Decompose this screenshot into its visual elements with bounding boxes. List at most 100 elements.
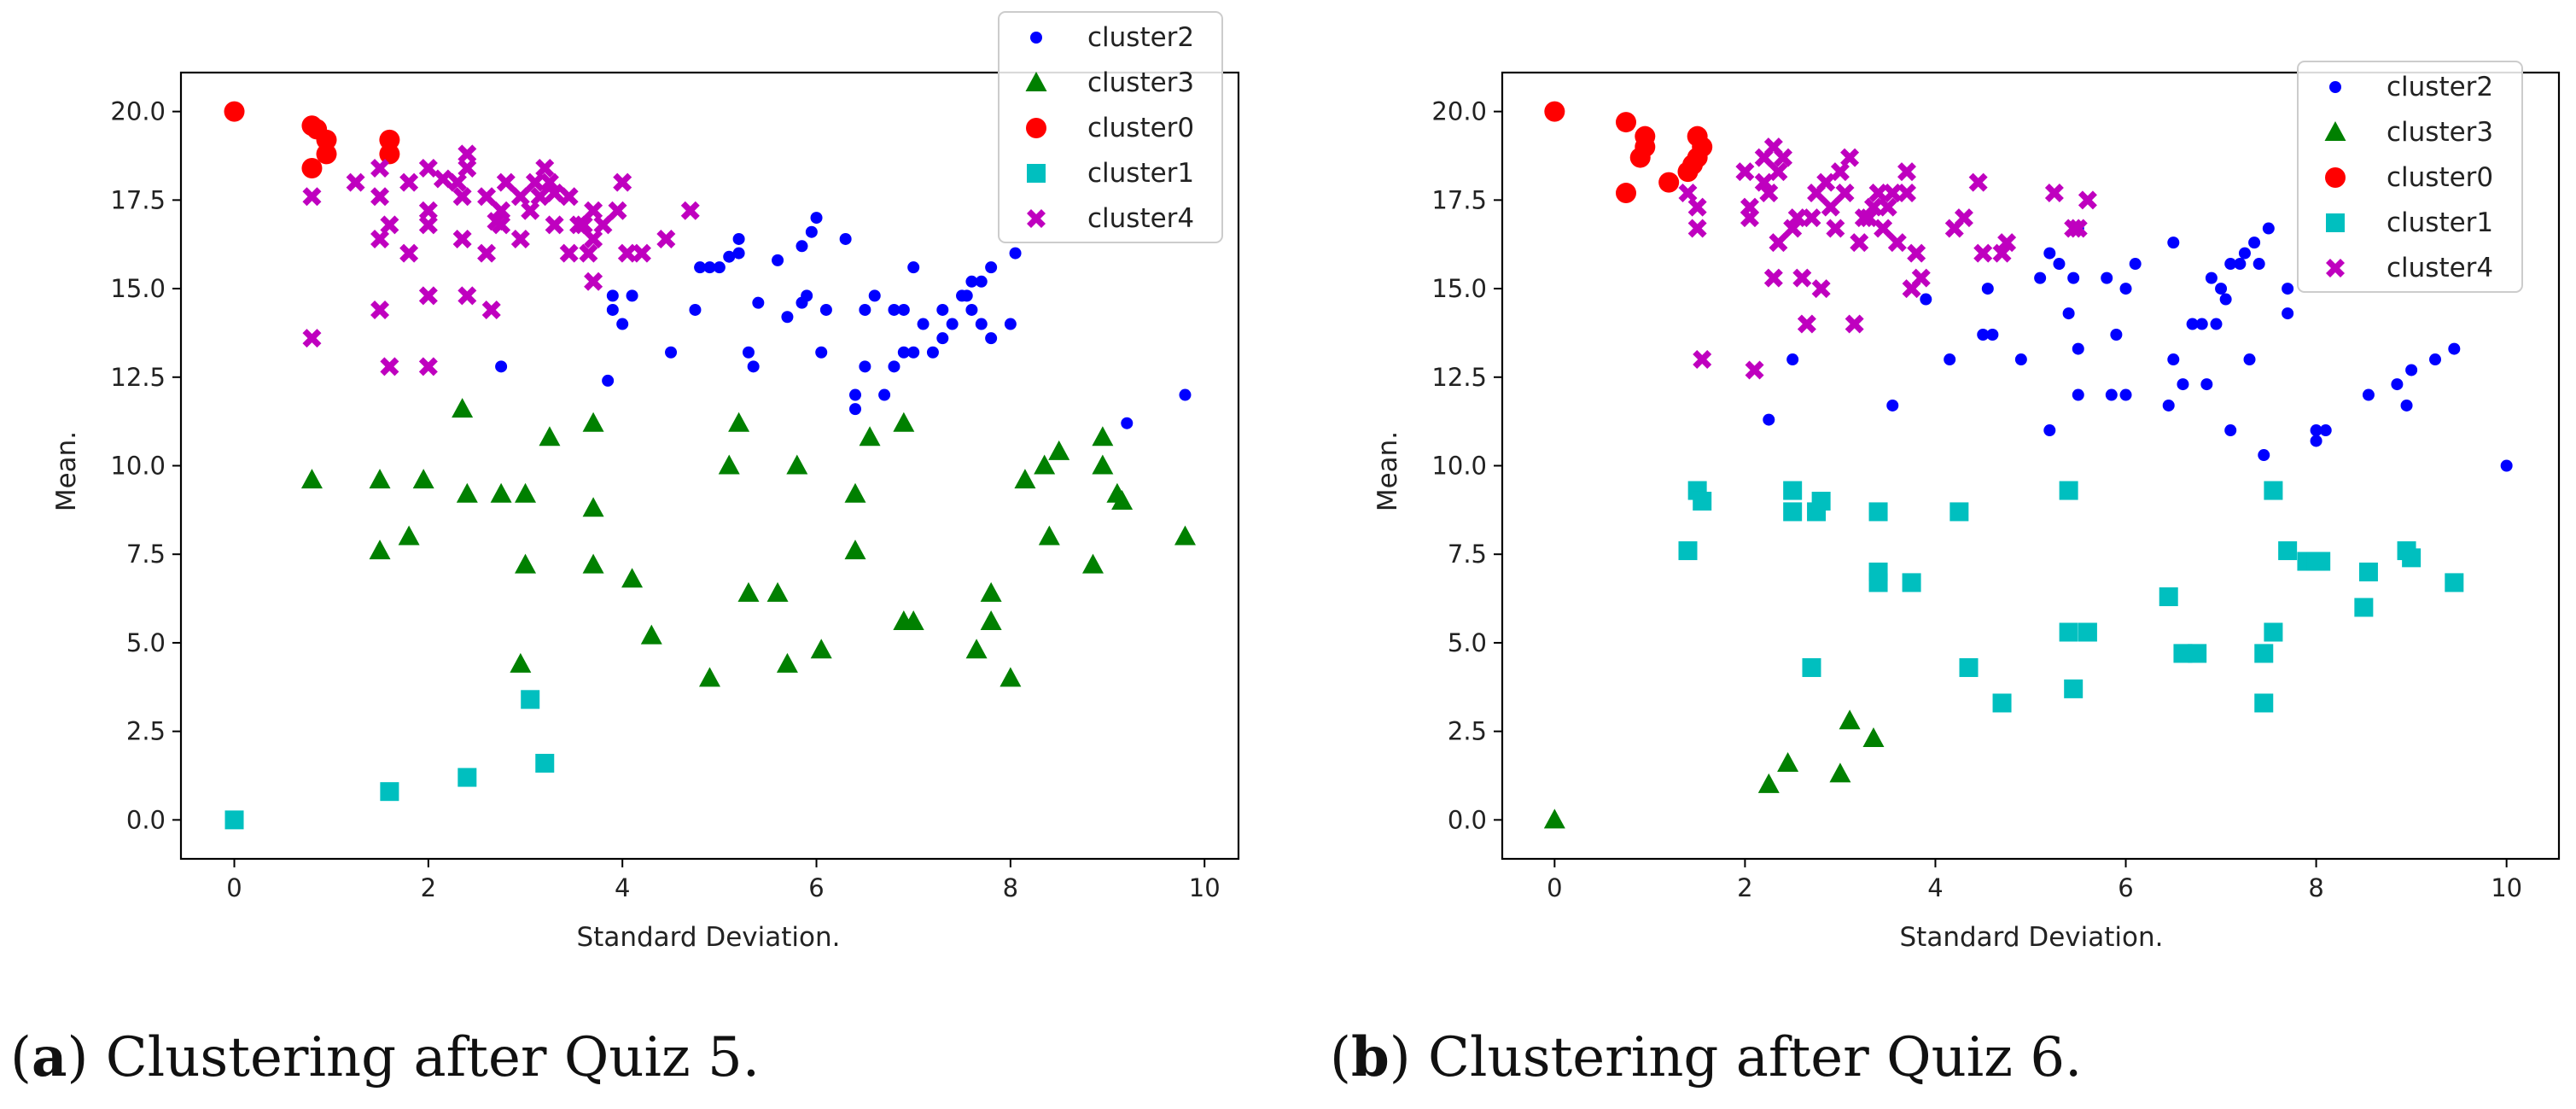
- point-cluster2: [2119, 283, 2132, 295]
- point-cluster4: [521, 201, 540, 220]
- point-cluster3: [1038, 525, 1060, 546]
- panel-label-a: a: [32, 1025, 67, 1089]
- point-cluster2: [815, 346, 828, 359]
- point-cluster1: [1959, 657, 1979, 677]
- point-cluster3: [1081, 553, 1104, 574]
- point-cluster2: [1977, 329, 1990, 341]
- point-cluster3: [1111, 489, 1134, 510]
- point-cluster1: [458, 768, 477, 787]
- point-cluster2: [2105, 388, 2118, 401]
- caption-b: (b) Clustering after Quiz 6.: [1330, 1025, 2082, 1089]
- point-cluster2: [732, 247, 745, 260]
- y-tick-label: 17.5: [1431, 185, 1487, 214]
- legend-marker-cluster0: [2325, 167, 2346, 188]
- scatter-panel-a: 0 2 4 6 8 100.02.55.07.510.012.515.017.520.0 …: [10, 11, 1240, 1089]
- point-cluster4: [613, 172, 632, 192]
- point-cluster2: [2405, 364, 2418, 376]
- x-tick-label: 4: [1927, 873, 1943, 902]
- point-cluster3: [1839, 709, 1861, 730]
- point-cluster1: [2159, 587, 2178, 606]
- point-cluster2: [878, 388, 891, 401]
- point-cluster4: [433, 169, 452, 189]
- point-cluster2: [1920, 293, 1932, 306]
- legend-b: cluster2 cluster3 cluster0 cluster1 cluster4: [2297, 61, 2523, 293]
- legend-label-cluster2: cluster2: [1087, 22, 1194, 53]
- legend-marker-cluster1: [1027, 164, 1046, 183]
- point-cluster4: [1787, 208, 1807, 228]
- legend-label-cluster3: cluster3: [2387, 117, 2493, 148]
- point-cluster2: [907, 346, 920, 359]
- point-cluster3: [582, 553, 604, 574]
- legend-marker-cluster0: [1026, 118, 1046, 138]
- plot-area-b: [1543, 101, 2513, 829]
- panel-label-b: b: [1351, 1025, 1390, 1089]
- point-cluster2: [849, 403, 862, 416]
- point-cluster1: [2358, 562, 2378, 581]
- point-cluster4: [584, 201, 603, 220]
- point-cluster4: [418, 159, 438, 178]
- point-cluster2: [1004, 318, 1017, 330]
- point-cluster2: [2224, 424, 2237, 437]
- caption-text-b: Clustering after Quiz 6.: [1428, 1026, 2082, 1089]
- point-cluster2: [495, 360, 508, 373]
- point-cluster2: [1009, 247, 1022, 260]
- y-tick-label: 12.5: [1431, 363, 1487, 392]
- point-cluster3: [490, 482, 512, 503]
- point-cluster1: [1783, 502, 1803, 522]
- series-cluster2: [495, 212, 1192, 429]
- point-cluster2: [781, 311, 794, 324]
- point-cluster4: [1821, 197, 1840, 217]
- point-cluster3: [510, 652, 532, 673]
- point-cluster2: [1763, 413, 1775, 426]
- point-cluster2: [965, 303, 978, 316]
- legend-entry-cluster4: cluster4: [2326, 253, 2493, 283]
- point-cluster3: [1829, 762, 1851, 783]
- x-tick-label: 4: [615, 873, 630, 902]
- y-axis-label: Mean.: [1373, 431, 1403, 511]
- point-cluster4: [452, 229, 472, 248]
- point-cluster2: [805, 225, 818, 238]
- point-cluster2: [888, 360, 900, 373]
- point-cluster3: [369, 469, 391, 489]
- point-cluster2: [2072, 342, 2084, 355]
- point-cluster3: [844, 482, 866, 503]
- point-cluster2: [849, 388, 862, 401]
- point-cluster2: [2248, 236, 2261, 249]
- point-cluster3: [456, 482, 478, 503]
- point-cluster4: [579, 243, 598, 263]
- point-cluster4: [617, 243, 637, 263]
- point-cluster2: [1121, 417, 1134, 429]
- series-cluster1: [1678, 481, 2464, 713]
- point-cluster4: [574, 215, 593, 235]
- legend-entry-cluster1: cluster1: [2326, 207, 2493, 238]
- point-cluster2: [2219, 293, 2232, 306]
- point-cluster2: [796, 240, 808, 253]
- x-tick-label: 8: [1003, 873, 1018, 902]
- point-cluster4: [2064, 219, 2084, 238]
- point-cluster1: [1678, 541, 1698, 561]
- series-cluster4: [302, 144, 700, 376]
- point-cluster2: [2448, 342, 2461, 355]
- point-cluster2: [723, 250, 736, 263]
- y-tick-label: 0.0: [1448, 805, 1487, 834]
- point-cluster1: [521, 690, 540, 709]
- point-cluster4: [539, 172, 559, 192]
- point-cluster3: [369, 540, 391, 560]
- point-cluster0: [1658, 172, 1680, 193]
- point-cluster2: [2243, 353, 2256, 366]
- point-cluster3: [398, 525, 420, 546]
- point-cluster3: [844, 540, 866, 560]
- series-cluster0: [224, 101, 400, 179]
- legend-label-cluster1: cluster1: [1087, 158, 1194, 189]
- x-tick-label: 6: [2118, 873, 2133, 902]
- point-cluster2: [2200, 378, 2213, 391]
- point-cluster3: [539, 426, 561, 447]
- point-cluster3: [640, 624, 662, 645]
- legend-entry-cluster2: cluster2: [2329, 72, 2493, 102]
- point-cluster2: [801, 289, 813, 302]
- point-cluster4: [1678, 184, 1698, 203]
- point-cluster4: [1845, 314, 1864, 334]
- point-cluster1: [380, 782, 399, 802]
- legend-marker-cluster2: [2329, 81, 2341, 93]
- point-cluster4: [1835, 184, 1855, 203]
